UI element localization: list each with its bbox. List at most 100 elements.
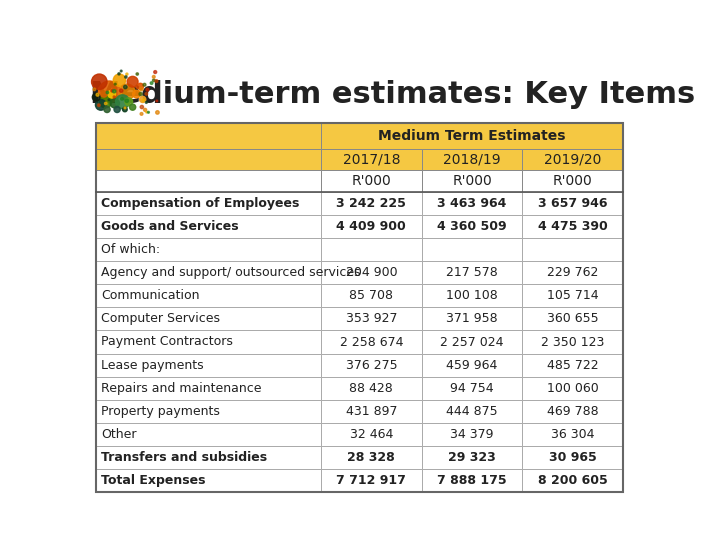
Bar (321, 400, 422, 423)
Text: 2018/19: 2018/19 (444, 152, 501, 166)
Bar (422, 284, 523, 307)
Bar (523, 330, 624, 354)
Circle shape (125, 99, 128, 103)
Bar (422, 400, 523, 423)
Text: Total Expenses: Total Expenses (101, 474, 205, 487)
Text: Medium-term estimates: Key Items: Medium-term estimates: Key Items (89, 79, 695, 109)
Text: 3 242 225: 3 242 225 (336, 197, 406, 210)
Circle shape (104, 106, 110, 112)
Bar (321, 330, 422, 354)
Circle shape (140, 96, 145, 103)
Bar (321, 307, 422, 330)
Bar (422, 446, 523, 469)
Text: 485 722: 485 722 (547, 359, 598, 372)
Bar (523, 148, 624, 170)
Circle shape (116, 95, 130, 109)
Circle shape (96, 93, 99, 96)
Text: 376 275: 376 275 (346, 359, 397, 372)
Text: 30 965: 30 965 (549, 451, 597, 464)
Circle shape (118, 73, 120, 75)
Bar (422, 354, 523, 377)
Text: 4 409 900: 4 409 900 (336, 220, 406, 233)
Bar (321, 123, 624, 148)
Bar (422, 261, 523, 284)
Circle shape (120, 89, 123, 92)
Circle shape (93, 88, 96, 91)
Text: 28 328: 28 328 (348, 451, 395, 464)
Bar (96, 354, 321, 377)
Circle shape (140, 105, 143, 109)
Bar (96, 215, 321, 238)
Text: 2 258 674: 2 258 674 (340, 335, 403, 348)
Circle shape (127, 76, 138, 87)
Bar (523, 446, 624, 469)
Circle shape (132, 90, 140, 98)
Bar (96, 377, 321, 400)
Bar (96, 307, 321, 330)
Text: R'000: R'000 (351, 174, 391, 188)
Text: Communication: Communication (101, 289, 199, 302)
Text: Lease payments: Lease payments (101, 359, 204, 372)
Text: 2 350 123: 2 350 123 (541, 335, 605, 348)
Bar (96, 330, 321, 354)
Circle shape (146, 88, 149, 91)
Text: 2 257 024: 2 257 024 (441, 335, 504, 348)
Bar (321, 148, 422, 170)
Circle shape (145, 111, 148, 113)
Text: 100 060: 100 060 (547, 382, 599, 395)
Text: 371 958: 371 958 (446, 313, 498, 326)
Text: Payment Contractors: Payment Contractors (101, 335, 233, 348)
Text: Computer Services: Computer Services (101, 313, 220, 326)
Circle shape (104, 102, 107, 105)
Circle shape (153, 76, 155, 78)
Text: 94 754: 94 754 (450, 382, 494, 395)
Text: 229 762: 229 762 (547, 266, 598, 279)
Text: 217 578: 217 578 (446, 266, 498, 279)
Circle shape (150, 82, 153, 84)
Bar (422, 192, 523, 215)
Text: 4 360 509: 4 360 509 (437, 220, 507, 233)
Bar (422, 307, 523, 330)
Text: 36 304: 36 304 (551, 428, 595, 441)
Text: 7 888 175: 7 888 175 (437, 474, 507, 487)
Circle shape (113, 96, 115, 98)
Bar (422, 469, 523, 492)
Circle shape (120, 70, 122, 72)
Text: Medium Term Estimates: Medium Term Estimates (378, 129, 566, 143)
Circle shape (139, 92, 142, 96)
Text: Transfers and subsidies: Transfers and subsidies (101, 451, 267, 464)
Text: Of which:: Of which: (101, 243, 160, 256)
Circle shape (140, 87, 143, 91)
Bar (321, 284, 422, 307)
Bar (422, 215, 523, 238)
Text: Goods and Services: Goods and Services (101, 220, 238, 233)
Bar (321, 215, 422, 238)
Text: 32 464: 32 464 (350, 428, 393, 441)
Bar (96, 400, 321, 423)
Text: 105 714: 105 714 (547, 289, 598, 302)
Circle shape (145, 92, 148, 95)
Text: 34 379: 34 379 (450, 428, 494, 441)
Bar (96, 469, 321, 492)
Circle shape (114, 106, 120, 112)
Bar (523, 170, 624, 192)
Bar (321, 192, 422, 215)
Text: 469 788: 469 788 (547, 405, 598, 418)
Circle shape (112, 90, 116, 93)
Text: 85 708: 85 708 (349, 289, 393, 302)
Text: 2019/20: 2019/20 (544, 152, 601, 166)
Circle shape (154, 71, 157, 73)
Bar (96, 192, 321, 215)
Circle shape (136, 73, 138, 75)
Bar (523, 284, 624, 307)
Circle shape (122, 107, 127, 112)
Circle shape (114, 83, 116, 85)
Bar (321, 170, 422, 192)
Bar (321, 423, 422, 446)
Bar (321, 469, 422, 492)
Circle shape (120, 97, 123, 100)
Circle shape (110, 99, 120, 108)
Text: R'000: R'000 (452, 174, 492, 188)
Bar (96, 261, 321, 284)
Bar (321, 261, 422, 284)
